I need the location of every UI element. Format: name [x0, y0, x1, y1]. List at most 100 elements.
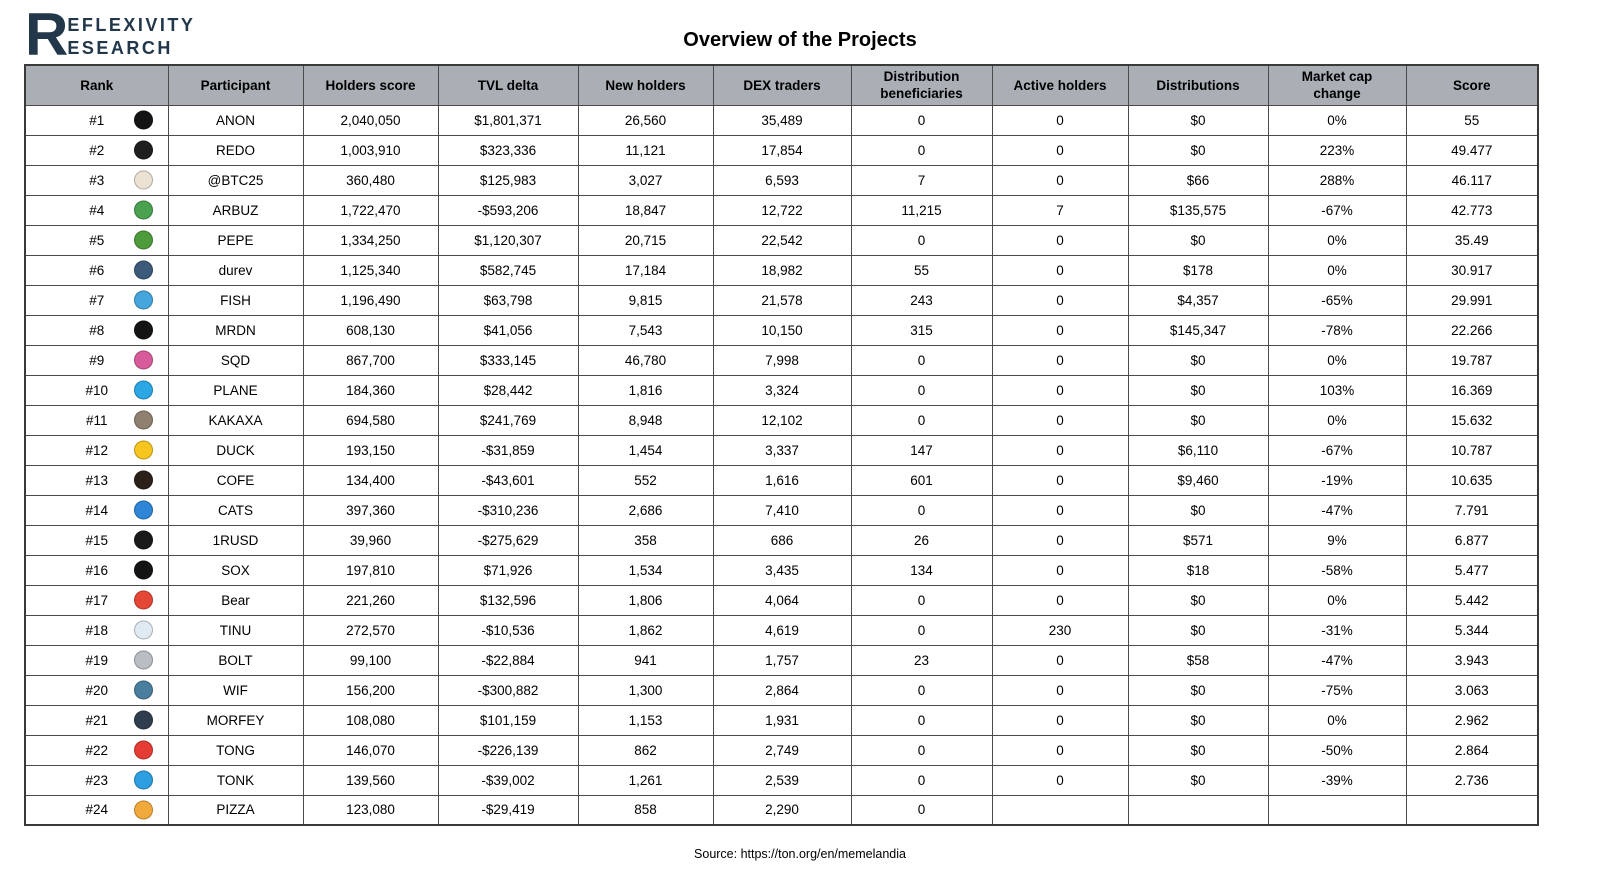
table-row: #9 SQD 867,700 $333,145 46,780 7,998 0 0 $0 0% 19.…	[24, 344, 1539, 376]
holders-score-cell: 1,125,340	[302, 254, 439, 286]
dex-traders-cell: 1,616	[712, 464, 852, 496]
new-holders-cell: 46,780	[577, 344, 714, 376]
tvl-delta-cell: $323,336	[437, 134, 579, 166]
market-cap-change-cell: -58%	[1267, 554, 1407, 586]
holders-score-cell: 39,960	[302, 524, 439, 556]
table-row: #21 MORFEY 108,080 $101,159 1,153 1,931 0 0 $0 0%…	[24, 704, 1539, 736]
market-cap-change-cell: -67%	[1267, 434, 1407, 466]
distributions-cell: $0	[1127, 614, 1269, 646]
participant-cell: PLANE	[167, 374, 304, 406]
market-cap-change-cell: 0%	[1267, 404, 1407, 436]
dex-traders-cell: 3,337	[712, 434, 852, 466]
distribution-beneficiaries-cell: 0	[850, 704, 993, 736]
rank-cell: #15	[24, 524, 169, 556]
sqd-icon	[133, 350, 153, 370]
active-holders-cell: 7	[991, 194, 1129, 226]
dex-traders-cell: 686	[712, 524, 852, 556]
active-holders-cell: 0	[991, 554, 1129, 586]
participant-cell: 1RUSD	[167, 524, 304, 556]
rank-cell: #2	[24, 134, 169, 166]
participant-cell: ARBUZ	[167, 194, 304, 226]
market-cap-change-cell: -39%	[1267, 764, 1407, 796]
table-row: #15 1RUSD 39,960 -$275,629 358 686 26 0 $571 9% 6.…	[24, 524, 1539, 556]
rank-label: #12	[85, 442, 109, 458]
active-holders-cell: 0	[991, 374, 1129, 406]
distribution-beneficiaries-cell: 0	[850, 794, 993, 826]
rank-label: #6	[89, 262, 105, 278]
active-holders-cell: 0	[991, 584, 1129, 616]
new-holders-cell: 1,534	[577, 554, 714, 586]
market-cap-change-cell: 223%	[1267, 134, 1407, 166]
holders-score-cell: 694,580	[302, 404, 439, 436]
distributions-cell: $0	[1127, 224, 1269, 256]
rank-label: #23	[85, 772, 109, 788]
new-holders-cell: 1,261	[577, 764, 714, 796]
dex-traders-cell: 4,064	[712, 584, 852, 616]
tvl-delta-cell: $28,442	[437, 374, 579, 406]
mrdn-icon	[133, 320, 153, 340]
market-cap-change-cell: 103%	[1267, 374, 1407, 406]
tinu-cat-icon	[133, 620, 153, 640]
distribution-beneficiaries-cell: 147	[850, 434, 993, 466]
plane-paper-plane-icon	[133, 380, 153, 400]
table-row: #24 PIZZA 123,080 -$29,419 858 2,290 0	[24, 794, 1539, 826]
dex-traders-cell: 12,102	[712, 404, 852, 436]
rank-label: #8	[89, 322, 105, 338]
tvl-delta-cell: $132,596	[437, 584, 579, 616]
rank-label: #13	[85, 472, 109, 488]
dex-traders-cell: 22,542	[712, 224, 852, 256]
dex-traders-cell: 7,410	[712, 494, 852, 526]
active-holders-cell: 0	[991, 494, 1129, 526]
tvl-delta-cell: -$39,002	[437, 764, 579, 796]
dex-traders-cell: 21,578	[712, 284, 852, 316]
btc25-hamster-icon	[133, 170, 153, 190]
distributions-cell: $0	[1127, 674, 1269, 706]
distribution-beneficiaries-cell: 601	[850, 464, 993, 496]
active-holders-cell: 0	[991, 764, 1129, 796]
rank-cell: #6	[24, 254, 169, 286]
active-holders-cell: 0	[991, 134, 1129, 166]
market-cap-change-cell: -31%	[1267, 614, 1407, 646]
holders-score-cell: 2,040,050	[302, 104, 439, 136]
dex-traders-cell: 10,150	[712, 314, 852, 346]
distribution-beneficiaries-cell: 0	[850, 224, 993, 256]
holders-score-cell: 608,130	[302, 314, 439, 346]
dex-traders-cell: 4,619	[712, 614, 852, 646]
table-row: #13 COFE 134,400 -$43,601 552 1,616 601 0 $9,460…	[24, 464, 1539, 496]
dex-traders-cell: 2,290	[712, 794, 852, 826]
score-cell: 5.477	[1405, 554, 1539, 586]
new-holders-cell: 1,454	[577, 434, 714, 466]
tvl-delta-cell: -$226,139	[437, 734, 579, 766]
participant-cell: MORFEY	[167, 704, 304, 736]
rank-cell: #19	[24, 644, 169, 676]
market-cap-change-cell: 0%	[1267, 224, 1407, 256]
table-row: #16 SOX 197,810 $71,926 1,534 3,435 134 0 $18 -58…	[24, 554, 1539, 586]
distribution-beneficiaries-cell: 26	[850, 524, 993, 556]
new-holders-cell: 941	[577, 644, 714, 676]
rank-cell: #3	[24, 164, 169, 196]
distributions-cell	[1127, 794, 1269, 826]
participant-cell: CATS	[167, 494, 304, 526]
new-holders-cell: 2,686	[577, 494, 714, 526]
rank-cell: #21	[24, 704, 169, 736]
holders-score-cell: 108,080	[302, 704, 439, 736]
col-header-rank: Rank	[24, 64, 169, 106]
score-cell: 22.266	[1405, 314, 1539, 346]
col-header-holders-score: Holders score	[302, 64, 439, 106]
table-row: #14 CATS 397,360 -$310,236 2,686 7,410 0 0 $0 -47…	[24, 494, 1539, 526]
distributions-cell: $0	[1127, 764, 1269, 796]
holders-score-cell: 1,334,250	[302, 224, 439, 256]
market-cap-change-cell: -65%	[1267, 284, 1407, 316]
sox-icon	[133, 560, 153, 580]
new-holders-cell: 26,560	[577, 104, 714, 136]
new-holders-cell: 8,948	[577, 404, 714, 436]
rank-cell: #17	[24, 584, 169, 616]
score-cell: 29.991	[1405, 284, 1539, 316]
rank-label: #18	[85, 622, 109, 638]
participant-cell: PIZZA	[167, 794, 304, 826]
market-cap-change-cell: 0%	[1267, 704, 1407, 736]
tonk-icon	[133, 770, 153, 790]
fish-icon	[133, 290, 153, 310]
holders-score-cell: 360,480	[302, 164, 439, 196]
participant-cell: SQD	[167, 344, 304, 376]
